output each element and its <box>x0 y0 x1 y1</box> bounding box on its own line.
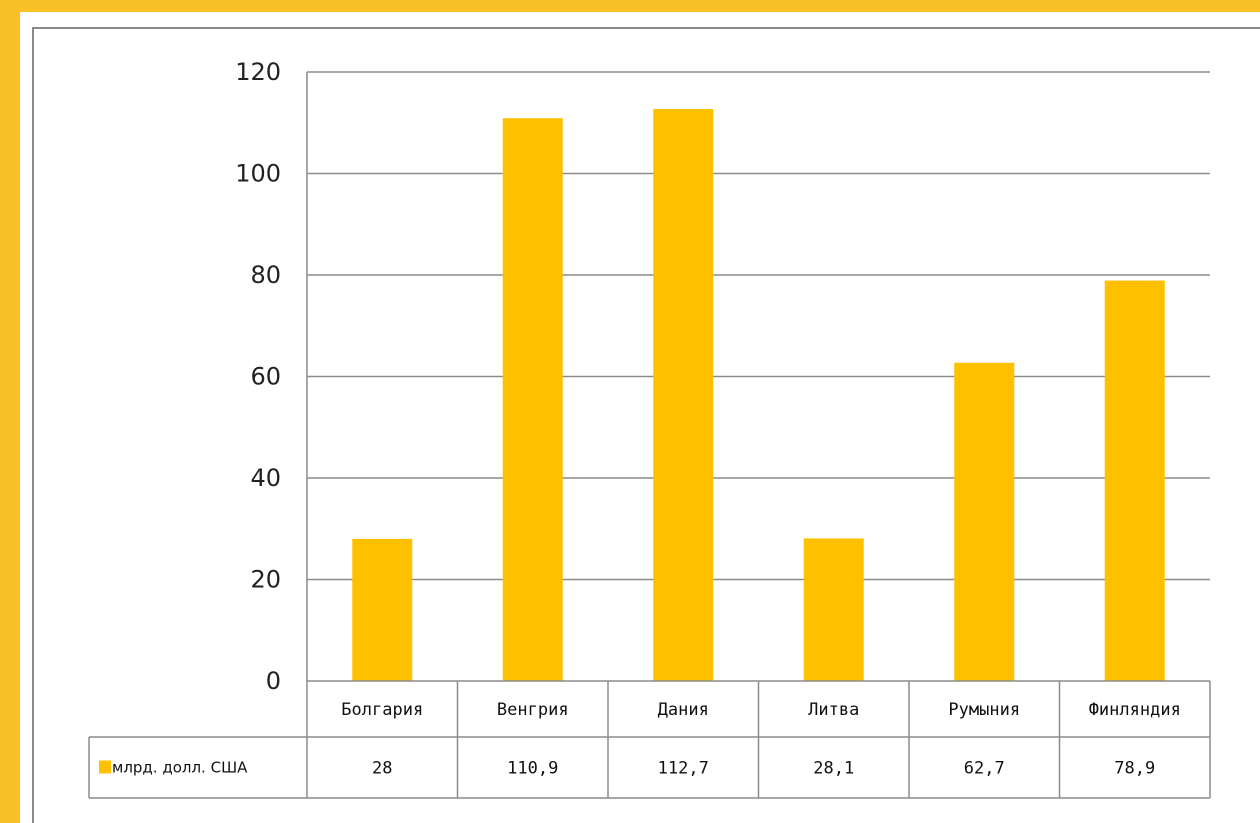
data-table-value: 28,1 <box>813 759 854 779</box>
gridlines <box>306 71 1210 681</box>
y-tick-label: 20 <box>250 566 281 594</box>
chart-area-border-left <box>32 27 34 823</box>
data-table-value: 110,9 <box>507 759 558 779</box>
frame-left-border <box>0 0 20 823</box>
category-label: Финляндия <box>1089 700 1181 720</box>
data-table: Болгария 28 Венгрия 110,9 Дания 112,7 Литва 28,… <box>88 680 1211 799</box>
y-tick-label: 120 <box>235 58 281 86</box>
y-axis-ticks: 0 20 40 60 80 100 120 <box>235 58 281 695</box>
bar <box>954 362 1015 681</box>
data-table-value: 62,7 <box>964 759 1005 779</box>
bar <box>653 109 714 682</box>
bar <box>803 538 864 681</box>
bar <box>352 538 413 681</box>
category-label: Румыния <box>948 700 1020 720</box>
category-label: Болгария <box>341 700 423 720</box>
chart-area-border-top <box>32 27 1260 29</box>
data-table-value: 112,7 <box>658 759 709 779</box>
y-tick-label: 100 <box>235 160 281 188</box>
y-tick-label: 60 <box>250 363 281 391</box>
legend-label: млрд. долл. США <box>112 759 248 777</box>
bars <box>352 109 1165 682</box>
y-tick-label: 0 <box>266 667 281 695</box>
bar <box>502 118 563 682</box>
category-label: Дания <box>658 700 709 720</box>
data-table-value: 78,9 <box>1114 759 1155 779</box>
data-table-value: 28 <box>372 759 392 779</box>
legend-swatch <box>99 760 111 774</box>
y-tick-label: 80 <box>250 261 281 289</box>
category-label: Венгрия <box>497 700 569 720</box>
category-label: Литва <box>808 700 859 720</box>
y-tick-label: 40 <box>250 464 281 492</box>
frame-top-border <box>0 0 1260 12</box>
bar <box>1104 280 1165 681</box>
